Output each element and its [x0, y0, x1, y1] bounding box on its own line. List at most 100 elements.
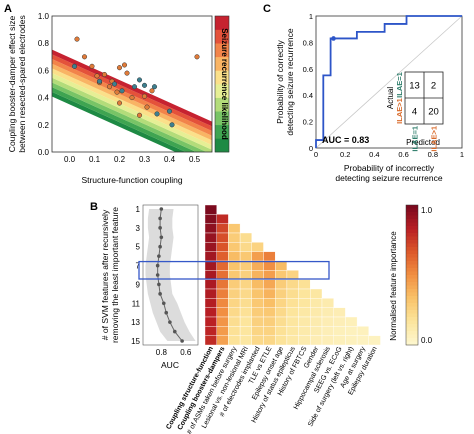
- feature-importance-heatmap: [204, 204, 381, 346]
- colorbar-segment: [406, 313, 418, 318]
- y-tick-label: 0.4: [303, 91, 313, 100]
- y-tick-label: 1: [309, 12, 313, 21]
- auc-point: [158, 216, 162, 221]
- heatmap-cell: [239, 279, 253, 290]
- cm-col-label: ILAE>1: [430, 126, 439, 152]
- scatter-points: [71, 36, 200, 128]
- heatmap-cell: [321, 335, 334, 346]
- colorbar-segment: [406, 268, 418, 272]
- x-tick-label: 0.6: [398, 150, 408, 159]
- heatmap-cell: [310, 298, 323, 308]
- heatmap-cell: [333, 326, 346, 336]
- scatter-point: [119, 88, 125, 94]
- y-axis-label-line1: Coupling booster-damper effect size: [7, 16, 17, 153]
- x-tick-label: 0.2: [340, 150, 350, 159]
- y-axis-label-line2: removing the least important feature: [110, 207, 120, 343]
- heatmap-cell: [204, 316, 217, 327]
- y-tick-label: 0.6: [303, 65, 313, 74]
- x-tick-label: 0.0: [64, 155, 76, 164]
- heatmap-cell: [263, 251, 276, 262]
- heatmap-cell: [204, 298, 217, 308]
- heatmap-cell: [228, 232, 241, 243]
- x-tick-label: 0.8: [156, 348, 168, 357]
- auc-point: [158, 244, 162, 249]
- roc-operating-point: [331, 36, 336, 41]
- panel-label-a: A: [4, 3, 12, 15]
- colorbar-segment: [406, 296, 418, 300]
- x-axis-label-line2: detecting seizure recurrence: [335, 173, 443, 183]
- auc-point: [159, 207, 164, 211]
- colorbar-segment: [406, 299, 418, 304]
- scatter-point: [89, 63, 95, 69]
- heatmap-cell: [286, 298, 299, 308]
- scatter-point: [106, 84, 113, 90]
- colorbar-segment: [406, 310, 418, 314]
- heatmap-cell: [239, 288, 253, 299]
- heatmap-cell: [251, 251, 264, 262]
- heatmap-cell: [321, 326, 334, 336]
- auc-point: [161, 301, 166, 306]
- heatmap-cell: [204, 204, 217, 215]
- heatmap-cell: [216, 232, 229, 243]
- y-tick-label: 5: [136, 243, 141, 252]
- heatmap-cell: [204, 335, 217, 346]
- auc-point: [157, 254, 161, 258]
- scatter-point: [111, 81, 118, 87]
- heatmap-cell: [251, 288, 264, 299]
- y-tick-label: 7: [136, 262, 141, 271]
- heatmap-cell: [216, 251, 229, 262]
- colorbar-tick-min: 0.0: [421, 336, 433, 345]
- x-tick-label: 1: [460, 150, 464, 159]
- scatter-point: [136, 77, 143, 83]
- heatmap-cell: [228, 260, 241, 271]
- heatmap-cell: [251, 316, 264, 327]
- roc-ticks: 0 0.2 0.4 0.6 0.8 1 0 0.2 0.4 0.6 0.8 1: [303, 12, 465, 159]
- heatmap-cell: [321, 316, 334, 327]
- heatmap-cell: [204, 242, 217, 252]
- y-tick-label: 13: [131, 318, 140, 327]
- auc-point: [172, 329, 177, 334]
- colorbar-segment: [406, 292, 418, 297]
- heatmap-cell: [228, 326, 241, 336]
- colorbar-segment: [406, 247, 418, 251]
- heatmap-cell: [263, 307, 276, 318]
- colorbar-segment: [215, 16, 229, 30]
- colorbar-label: Seizure recurrence likelihood: [220, 28, 229, 140]
- heatmap-cell: [345, 316, 358, 327]
- colorbar-segment: [406, 275, 418, 279]
- colorbar-segment: [406, 254, 418, 258]
- cm-cell-value: 20: [428, 107, 439, 118]
- x-axis-label: Structure-function coupling: [81, 175, 182, 185]
- scatter-point: [141, 93, 148, 99]
- heatmap-cell: [275, 335, 288, 346]
- scatter-point: [129, 95, 135, 101]
- cm-predicted-label: Predicted: [406, 138, 440, 147]
- auc-point: [155, 273, 160, 277]
- x-tick-label: 0.5: [189, 155, 201, 164]
- y-tick-label: 11: [132, 299, 141, 308]
- feature-label: # of ASMs taken before surgery: [186, 345, 238, 434]
- scatter-point: [166, 108, 173, 114]
- heatmap-cell: [263, 326, 276, 336]
- heatmap-cell: [228, 270, 241, 280]
- auc-point: [168, 320, 172, 324]
- heatmap-cell: [298, 335, 311, 346]
- heatmap-cell: [216, 214, 229, 224]
- scatter-point: [169, 122, 175, 128]
- y-axis-label-line1: # of SVM features after recursively: [100, 209, 110, 340]
- scatter-point: [136, 112, 143, 118]
- colorbar-segment: [406, 261, 418, 265]
- risk-band: [52, 77, 212, 152]
- scatter-point: [124, 70, 130, 76]
- heatmap-cell: [216, 270, 229, 280]
- importance-colorbar-label: Normalised feature importance: [389, 231, 398, 341]
- auc-axis-label: AUC: [161, 360, 179, 370]
- heatmap-cell: [204, 214, 217, 224]
- y-tick-label: 1: [136, 205, 141, 214]
- scatter-point: [154, 111, 160, 117]
- colorbar-segment: [406, 229, 418, 234]
- x-tick-label: 0: [314, 150, 318, 159]
- heatmap-cell: [239, 326, 253, 336]
- cm-cell-value: 2: [431, 81, 436, 92]
